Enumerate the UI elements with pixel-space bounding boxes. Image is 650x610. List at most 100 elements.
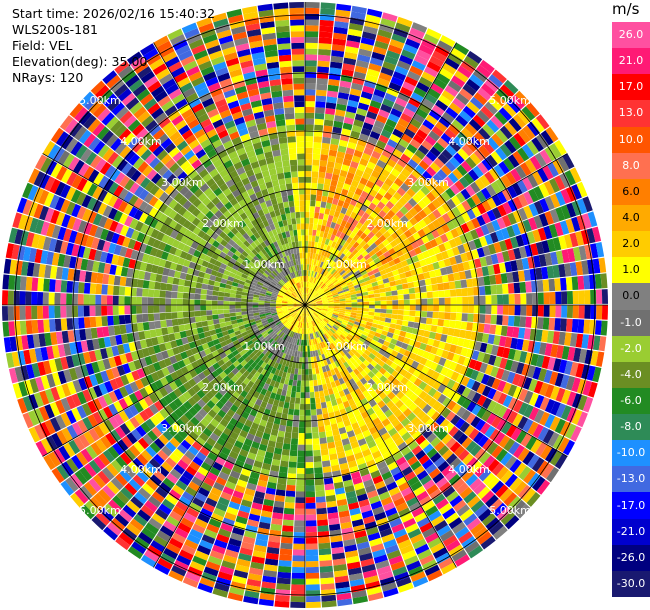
velocity-bin <box>477 162 489 175</box>
velocity-bin <box>315 298 322 302</box>
velocity-bin <box>292 549 305 556</box>
velocity-bin <box>406 412 417 422</box>
velocity-bin <box>389 517 403 528</box>
velocity-bin <box>512 150 525 165</box>
velocity-bin <box>325 324 331 330</box>
velocity-bin <box>314 124 324 132</box>
velocity-bin <box>371 94 384 104</box>
velocity-bin <box>347 253 355 260</box>
velocity-bin <box>402 408 413 418</box>
velocity-bin <box>438 297 445 305</box>
velocity-bin <box>201 283 208 290</box>
velocity-bin <box>360 334 368 340</box>
velocity-bin <box>537 227 547 241</box>
velocity-bin <box>147 305 154 314</box>
velocity-bin <box>522 176 533 191</box>
velocity-bin <box>486 412 497 425</box>
velocity-bin <box>291 584 305 591</box>
velocity-bin <box>442 397 452 408</box>
velocity-bin <box>321 311 327 315</box>
velocity-bin <box>327 214 334 222</box>
velocity-bin <box>371 219 379 227</box>
velocity-bin <box>496 346 505 358</box>
velocity-bin <box>380 300 387 305</box>
velocity-bin <box>502 283 509 294</box>
velocity-bin <box>569 262 578 276</box>
velocity-bin <box>283 513 294 521</box>
velocity-bin <box>456 164 468 177</box>
velocity-bin <box>398 507 411 518</box>
velocity-bin <box>348 23 364 32</box>
velocity-bin <box>305 89 316 96</box>
velocity-bin <box>499 357 508 370</box>
velocity-bin <box>382 278 390 284</box>
velocity-bin <box>311 182 318 190</box>
velocity-bin <box>342 183 351 191</box>
velocity-bin <box>445 265 454 275</box>
velocity-bin <box>42 305 49 319</box>
velocity-bin <box>407 455 418 466</box>
velocity-bin <box>404 380 414 389</box>
velocity-bin <box>432 261 440 270</box>
velocity-bin <box>372 183 381 193</box>
velocity-bin <box>383 282 391 288</box>
velocity-bin <box>401 283 409 290</box>
velocity-bin <box>310 264 314 271</box>
velocity-bin <box>437 137 449 149</box>
velocity-bin <box>466 78 481 92</box>
velocity-bin <box>459 110 472 123</box>
velocity-bin <box>381 149 392 159</box>
velocity-bin <box>407 158 419 169</box>
velocity-bin <box>305 293 308 300</box>
velocity-bin <box>424 344 433 353</box>
velocity-bin <box>385 313 392 319</box>
velocity-bin <box>373 315 380 321</box>
velocity-bin <box>283 402 290 409</box>
velocity-bin <box>375 352 384 360</box>
velocity-bin <box>418 175 429 186</box>
velocity-bin <box>357 305 364 308</box>
velocity-bin <box>451 403 462 414</box>
velocity-bin <box>112 305 119 316</box>
velocity-bin <box>312 313 317 319</box>
velocity-bin <box>419 342 427 351</box>
velocity-bin <box>119 276 127 287</box>
velocity-bin <box>491 194 502 207</box>
velocity-bin <box>118 286 126 296</box>
velocity-bin <box>160 282 167 291</box>
velocity-bin <box>246 302 253 305</box>
velocity-bin <box>448 102 462 115</box>
velocity-bin <box>346 172 355 180</box>
velocity-bin <box>530 243 539 256</box>
velocity-bin <box>431 229 440 239</box>
velocity-bin <box>411 346 420 355</box>
velocity-bin <box>400 394 409 404</box>
velocity-bin <box>346 373 353 381</box>
velocity-bin <box>335 109 346 117</box>
velocity-bin <box>522 488 536 503</box>
velocity-bin <box>522 451 535 466</box>
velocity-bin <box>317 525 329 532</box>
velocity-bin <box>461 127 474 140</box>
velocity-bin <box>544 196 555 211</box>
velocity-bin <box>418 219 427 229</box>
velocity-bin <box>424 241 433 250</box>
velocity-bin <box>327 265 333 272</box>
velocity-bin <box>336 345 342 352</box>
velocity-bin <box>413 280 420 288</box>
velocity-bin <box>547 162 559 178</box>
velocity-bin <box>298 433 305 440</box>
velocity-bin <box>305 188 311 195</box>
velocity-bin <box>370 210 378 219</box>
velocity-bin <box>427 338 435 346</box>
velocity-bin <box>422 404 432 414</box>
velocity-bin <box>517 147 530 162</box>
velocity-bin <box>306 287 309 294</box>
velocity-bin <box>54 292 61 305</box>
velocity-bin <box>373 356 381 364</box>
velocity-bin <box>341 321 348 326</box>
velocity-bin <box>387 441 397 451</box>
velocity-bin <box>372 46 387 56</box>
velocity-bin <box>391 314 398 320</box>
velocity-bin <box>571 184 582 200</box>
